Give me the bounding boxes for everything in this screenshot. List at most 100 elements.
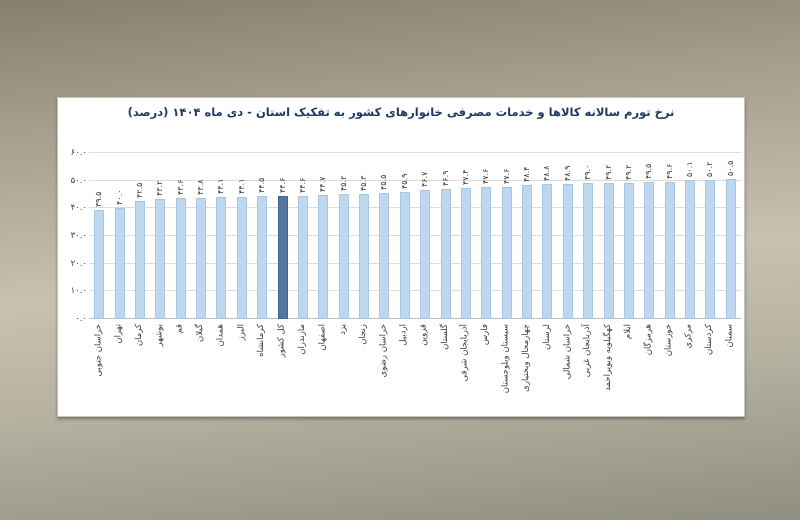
x-axis-label-cell: بوشهر: [150, 322, 170, 414]
bar-column: ۴۴.۱: [232, 153, 252, 319]
bar-column: ۴۳.۶: [171, 153, 191, 319]
bar-column: ۴۸.۹: [558, 153, 578, 319]
bar-value-label: ۴۴.۶: [297, 177, 307, 193]
bar-value-label: ۵۰.۱: [685, 161, 695, 178]
bar-column: ۴۳.۸: [191, 153, 211, 319]
x-axis-label: کردستان: [704, 324, 715, 356]
bar-column: ۴۴.۱: [211, 153, 231, 319]
bar: [623, 182, 634, 319]
bar-value-label: ۴۴.۱: [236, 178, 246, 194]
bar: [94, 209, 105, 319]
x-axis-label-cell: گلستان: [435, 322, 455, 414]
x-axis-label: خراسان شمالی: [561, 324, 572, 380]
bar-column: ۵۰.۲: [700, 153, 720, 319]
bar: [542, 184, 553, 319]
bar-column: ۴۹.۵: [639, 153, 659, 319]
bar-value-label: ۴۳.۲: [155, 181, 165, 197]
x-axis-label: خوزستان: [663, 324, 674, 357]
x-axis-labels: خراسان جنوبی تهران کرمان بوشهر قم گیلان همدان ا…: [89, 322, 741, 414]
bar-value-label: ۴۹.۲: [603, 164, 613, 180]
bar-column: ۴۹.۲: [598, 153, 618, 319]
bar: [725, 179, 736, 319]
bar-value-label: ۴۵.۵: [379, 174, 389, 191]
bar: [685, 180, 696, 319]
bar-value-label: ۳۹.۵: [94, 191, 104, 207]
bar: [134, 201, 145, 319]
x-axis-label: فارس: [480, 324, 491, 346]
gridline: [89, 179, 741, 181]
bar: [114, 208, 125, 319]
x-axis-label: کرمانشاه: [256, 324, 267, 357]
bar-column: ۵۰.۱: [680, 153, 700, 319]
x-axis-label-cell: البرز: [232, 322, 252, 414]
bar-column: ۴۵.۲: [334, 153, 354, 319]
bar: [257, 195, 268, 319]
x-axis-label: اردبیل: [398, 324, 409, 346]
bar-value-label: ۵۰.۵: [725, 160, 735, 177]
chart-panel: نرخ تورم سالانه کالاها و خدمات مصرفی خان…: [57, 97, 745, 417]
bar-column: ۴۰.۰: [109, 153, 129, 319]
gridline: [89, 290, 741, 292]
bar-value-label: ۴۴.۱: [216, 178, 226, 194]
bar: [664, 181, 675, 319]
bar-column: ۴۲.۵: [130, 153, 150, 319]
bar-value-label: ۴۶.۷: [420, 171, 430, 187]
x-axis-label: کرمان: [133, 324, 144, 347]
x-axis-label-cell: یزد: [334, 322, 354, 414]
bar: [216, 197, 227, 319]
bar-value-label: ۴۸.۸: [542, 165, 552, 181]
bar-value-label: ۴۵.۹: [399, 173, 409, 190]
x-axis-label-cell: زنجان: [354, 322, 374, 414]
bar-value-label: ۴۳.۶: [175, 179, 185, 196]
bar-column: ۴۶.۷: [415, 153, 435, 319]
y-axis-tick-label: ۱۰.۰: [70, 286, 87, 297]
x-axis-label-cell: ایلام: [619, 322, 639, 414]
x-axis-label: خراسان جنوبی: [93, 324, 104, 377]
y-axis-tick-label: ۰.۰: [75, 314, 87, 324]
bar-column: ۴۸.۴: [517, 153, 537, 319]
bar-value-label: ۴۴.۵: [257, 177, 267, 193]
x-axis-label-cell: اردبیل: [395, 322, 415, 414]
bar-value-label: ۴۸.۹: [562, 165, 572, 181]
bar: [236, 197, 247, 319]
bar: [562, 183, 573, 319]
x-axis-label-cell: کردستان: [700, 322, 720, 414]
y-axis-tick-label: ۵۰.۰: [70, 175, 87, 186]
x-axis-label-cell: مرکزی: [680, 322, 700, 414]
x-axis-label: لرستان: [541, 324, 552, 350]
y-axis-tick-label: ۶۰.۰: [70, 148, 87, 158]
bar-column: ۴۵.۹: [395, 153, 415, 319]
x-axis-label: چهارمحال وبختیاری: [521, 324, 532, 392]
y-axis-tick-label: ۴۰.۰: [70, 203, 87, 214]
gridline: [89, 262, 741, 264]
bar-value-label: ۴۷.۴: [460, 169, 470, 185]
bar-column: ۴۵.۳: [354, 153, 374, 319]
x-axis-label-cell: چهارمحال وبختیاری: [517, 322, 537, 414]
x-axis-label-cell: آذربایجان غربی: [578, 322, 598, 414]
bar: [603, 182, 614, 319]
x-axis-label-cell: فارس: [476, 322, 496, 414]
plot-area: ۳۹.۵ ۴۰.۰ ۴۲.۵ ۴۳.۲ ۴۳.۶ ۴۳.۸ ۴۴.۱ ۴۴.۱ ۴۴.۵ ۴۴.۶…: [89, 152, 741, 319]
x-axis-label: سیستان وبلوچستان: [500, 324, 511, 394]
bar-column: ۴۷.۶: [476, 153, 496, 319]
x-axis-label: همدان: [215, 324, 226, 347]
bar-column: ۴۸.۸: [537, 153, 557, 319]
bar-value-label: ۴۹.۶: [664, 163, 674, 179]
x-axis-label: سمنان: [724, 324, 735, 348]
bar-column: ۴۶.۹: [435, 153, 455, 319]
bar: [196, 197, 207, 319]
y-axis: ۰.۰ ۱۰.۰ ۲۰.۰ ۳۰.۰ ۴۰.۰ ۵۰.۰ ۶۰.۰: [60, 148, 87, 324]
x-axis-label-cell: کرمان: [130, 322, 150, 414]
x-axis-label: آذربایجان غربی: [582, 324, 593, 378]
bar-column: ۴۷.۴: [456, 153, 476, 319]
x-axis-label: یزد: [337, 324, 348, 335]
bar-value-label: ۴۵.۳: [359, 175, 369, 191]
bar-column: ۴۳.۲: [150, 153, 170, 319]
gridline: [89, 152, 741, 153]
y-axis-tick-label: ۲۰.۰: [70, 258, 87, 269]
x-axis-label-cell: کل کشور: [272, 322, 292, 414]
x-axis-label: کهگیلویه وبویراحمد: [602, 324, 613, 391]
x-axis-label-cell: هرمزگان: [639, 322, 659, 414]
x-axis-label: آذربایجان شرقی: [459, 324, 470, 382]
x-axis-label: قزوین: [419, 324, 430, 346]
